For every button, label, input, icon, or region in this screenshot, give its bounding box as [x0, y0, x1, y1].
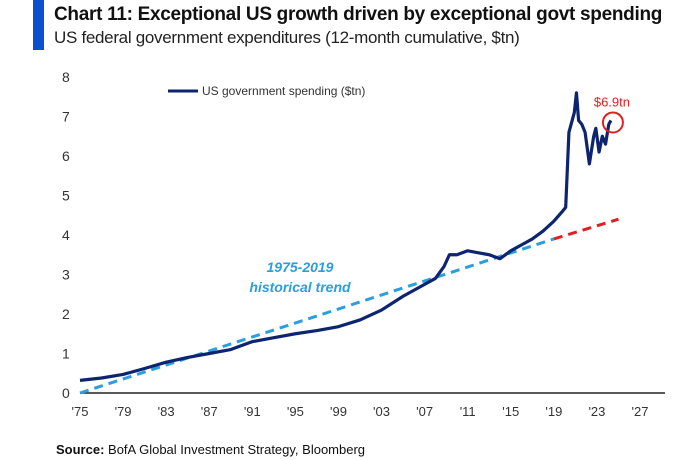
y-tick-label: 4: [62, 227, 70, 243]
x-tick-label: '75: [72, 404, 89, 419]
y-tick-label: 5: [62, 188, 70, 204]
trend-label-1: 1975-2019: [267, 259, 334, 275]
chart: 0 1 2 3 4 5 6 7 8 '75 '79 '83 '87 '91 '95 '99 '03 '07 '11 '…: [62, 69, 665, 419]
x-tick-label: '19: [545, 404, 562, 419]
annotation-label: $6.9tn: [594, 94, 630, 109]
x-tick-label: '27: [632, 404, 649, 419]
x-tick-label: '99: [330, 404, 347, 419]
x-tick-label: '91: [244, 404, 261, 419]
x-tick-label: '15: [502, 404, 519, 419]
source-text: BofA Global Investment Strategy, Bloombe…: [104, 442, 366, 457]
trend-extension-line: [553, 217, 619, 241]
trend-label-2: historical trend: [249, 279, 351, 295]
x-tick-label: '87: [201, 404, 218, 419]
x-tick-label: '83: [158, 404, 175, 419]
y-tick-label: 3: [62, 267, 70, 283]
y-tick-label: 7: [62, 109, 70, 125]
x-tick-label: '03: [373, 404, 390, 419]
x-tick-label: '07: [416, 404, 433, 419]
trend-line: [79, 237, 555, 395]
accent-bar: [33, 0, 44, 50]
y-tick-label: 0: [62, 385, 70, 401]
y-tick-label: 8: [62, 69, 70, 85]
annotation-circle: [601, 111, 624, 134]
x-tick-label: '95: [287, 404, 304, 419]
y-tick-label: 6: [62, 148, 70, 164]
source-note: Source: BofA Global Investment Strategy,…: [56, 442, 365, 457]
chart-title: Chart 11: Exceptional US growth driven b…: [54, 4, 663, 25]
y-tick-label: 1: [62, 346, 70, 362]
series-line: [79, 91, 613, 382]
legend-label: US government spending ($tn): [202, 84, 365, 98]
x-tick-label: '11: [460, 404, 476, 419]
x-tick-label: '79: [115, 404, 132, 419]
chart-subtitle: US federal government expenditures (12-m…: [54, 28, 520, 47]
y-tick-label: 2: [62, 306, 70, 322]
source-label: Source:: [56, 442, 105, 457]
x-tick-label: '23: [588, 404, 605, 419]
